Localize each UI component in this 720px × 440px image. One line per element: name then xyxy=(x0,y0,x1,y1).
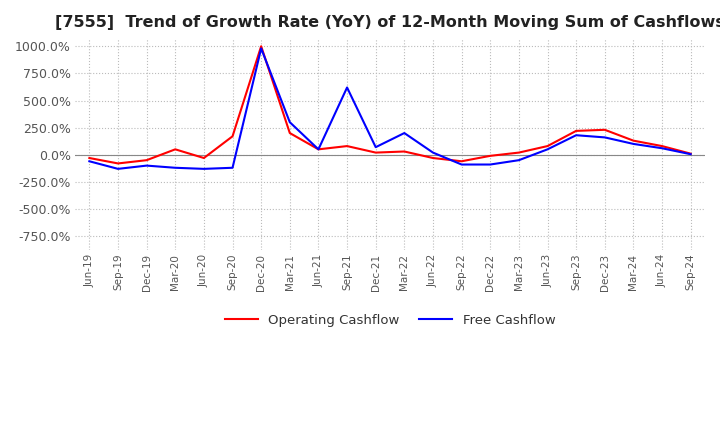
Operating Cashflow xyxy=(228,134,237,139)
Operating Cashflow xyxy=(515,150,523,155)
Operating Cashflow xyxy=(658,143,667,149)
Operating Cashflow xyxy=(343,143,351,149)
Free Cashflow xyxy=(572,132,580,138)
Free Cashflow xyxy=(515,158,523,163)
Free Cashflow xyxy=(314,147,323,152)
Free Cashflow xyxy=(143,163,151,168)
Free Cashflow xyxy=(686,151,695,157)
Free Cashflow xyxy=(171,165,179,170)
Operating Cashflow xyxy=(85,155,94,161)
Free Cashflow xyxy=(372,144,380,150)
Free Cashflow xyxy=(457,162,466,167)
Operating Cashflow xyxy=(372,150,380,155)
Free Cashflow xyxy=(400,130,409,136)
Operating Cashflow xyxy=(629,138,638,143)
Operating Cashflow xyxy=(199,155,208,161)
Free Cashflow xyxy=(114,166,122,172)
Free Cashflow xyxy=(228,165,237,170)
Operating Cashflow xyxy=(114,161,122,166)
Free Cashflow xyxy=(343,85,351,90)
Free Cashflow xyxy=(486,162,495,167)
Free Cashflow xyxy=(658,146,667,151)
Free Cashflow xyxy=(543,147,552,152)
Free Cashflow xyxy=(85,159,94,164)
Free Cashflow xyxy=(257,46,266,51)
Line: Free Cashflow: Free Cashflow xyxy=(89,48,690,169)
Operating Cashflow xyxy=(572,128,580,133)
Free Cashflow xyxy=(428,150,437,155)
Operating Cashflow xyxy=(600,127,609,132)
Operating Cashflow xyxy=(543,143,552,149)
Legend: Operating Cashflow, Free Cashflow: Operating Cashflow, Free Cashflow xyxy=(220,308,561,332)
Operating Cashflow xyxy=(286,130,294,136)
Line: Operating Cashflow: Operating Cashflow xyxy=(89,46,690,163)
Operating Cashflow xyxy=(686,151,695,156)
Operating Cashflow xyxy=(428,155,437,161)
Operating Cashflow xyxy=(314,147,323,152)
Operating Cashflow xyxy=(143,158,151,163)
Title: [7555]  Trend of Growth Rate (YoY) of 12-Month Moving Sum of Cashflows: [7555] Trend of Growth Rate (YoY) of 12-… xyxy=(55,15,720,30)
Operating Cashflow xyxy=(400,149,409,154)
Free Cashflow xyxy=(199,166,208,172)
Free Cashflow xyxy=(286,120,294,125)
Operating Cashflow xyxy=(486,153,495,158)
Operating Cashflow xyxy=(457,159,466,164)
Operating Cashflow xyxy=(257,44,266,49)
Free Cashflow xyxy=(600,135,609,140)
Operating Cashflow xyxy=(171,147,179,152)
Free Cashflow xyxy=(629,141,638,147)
